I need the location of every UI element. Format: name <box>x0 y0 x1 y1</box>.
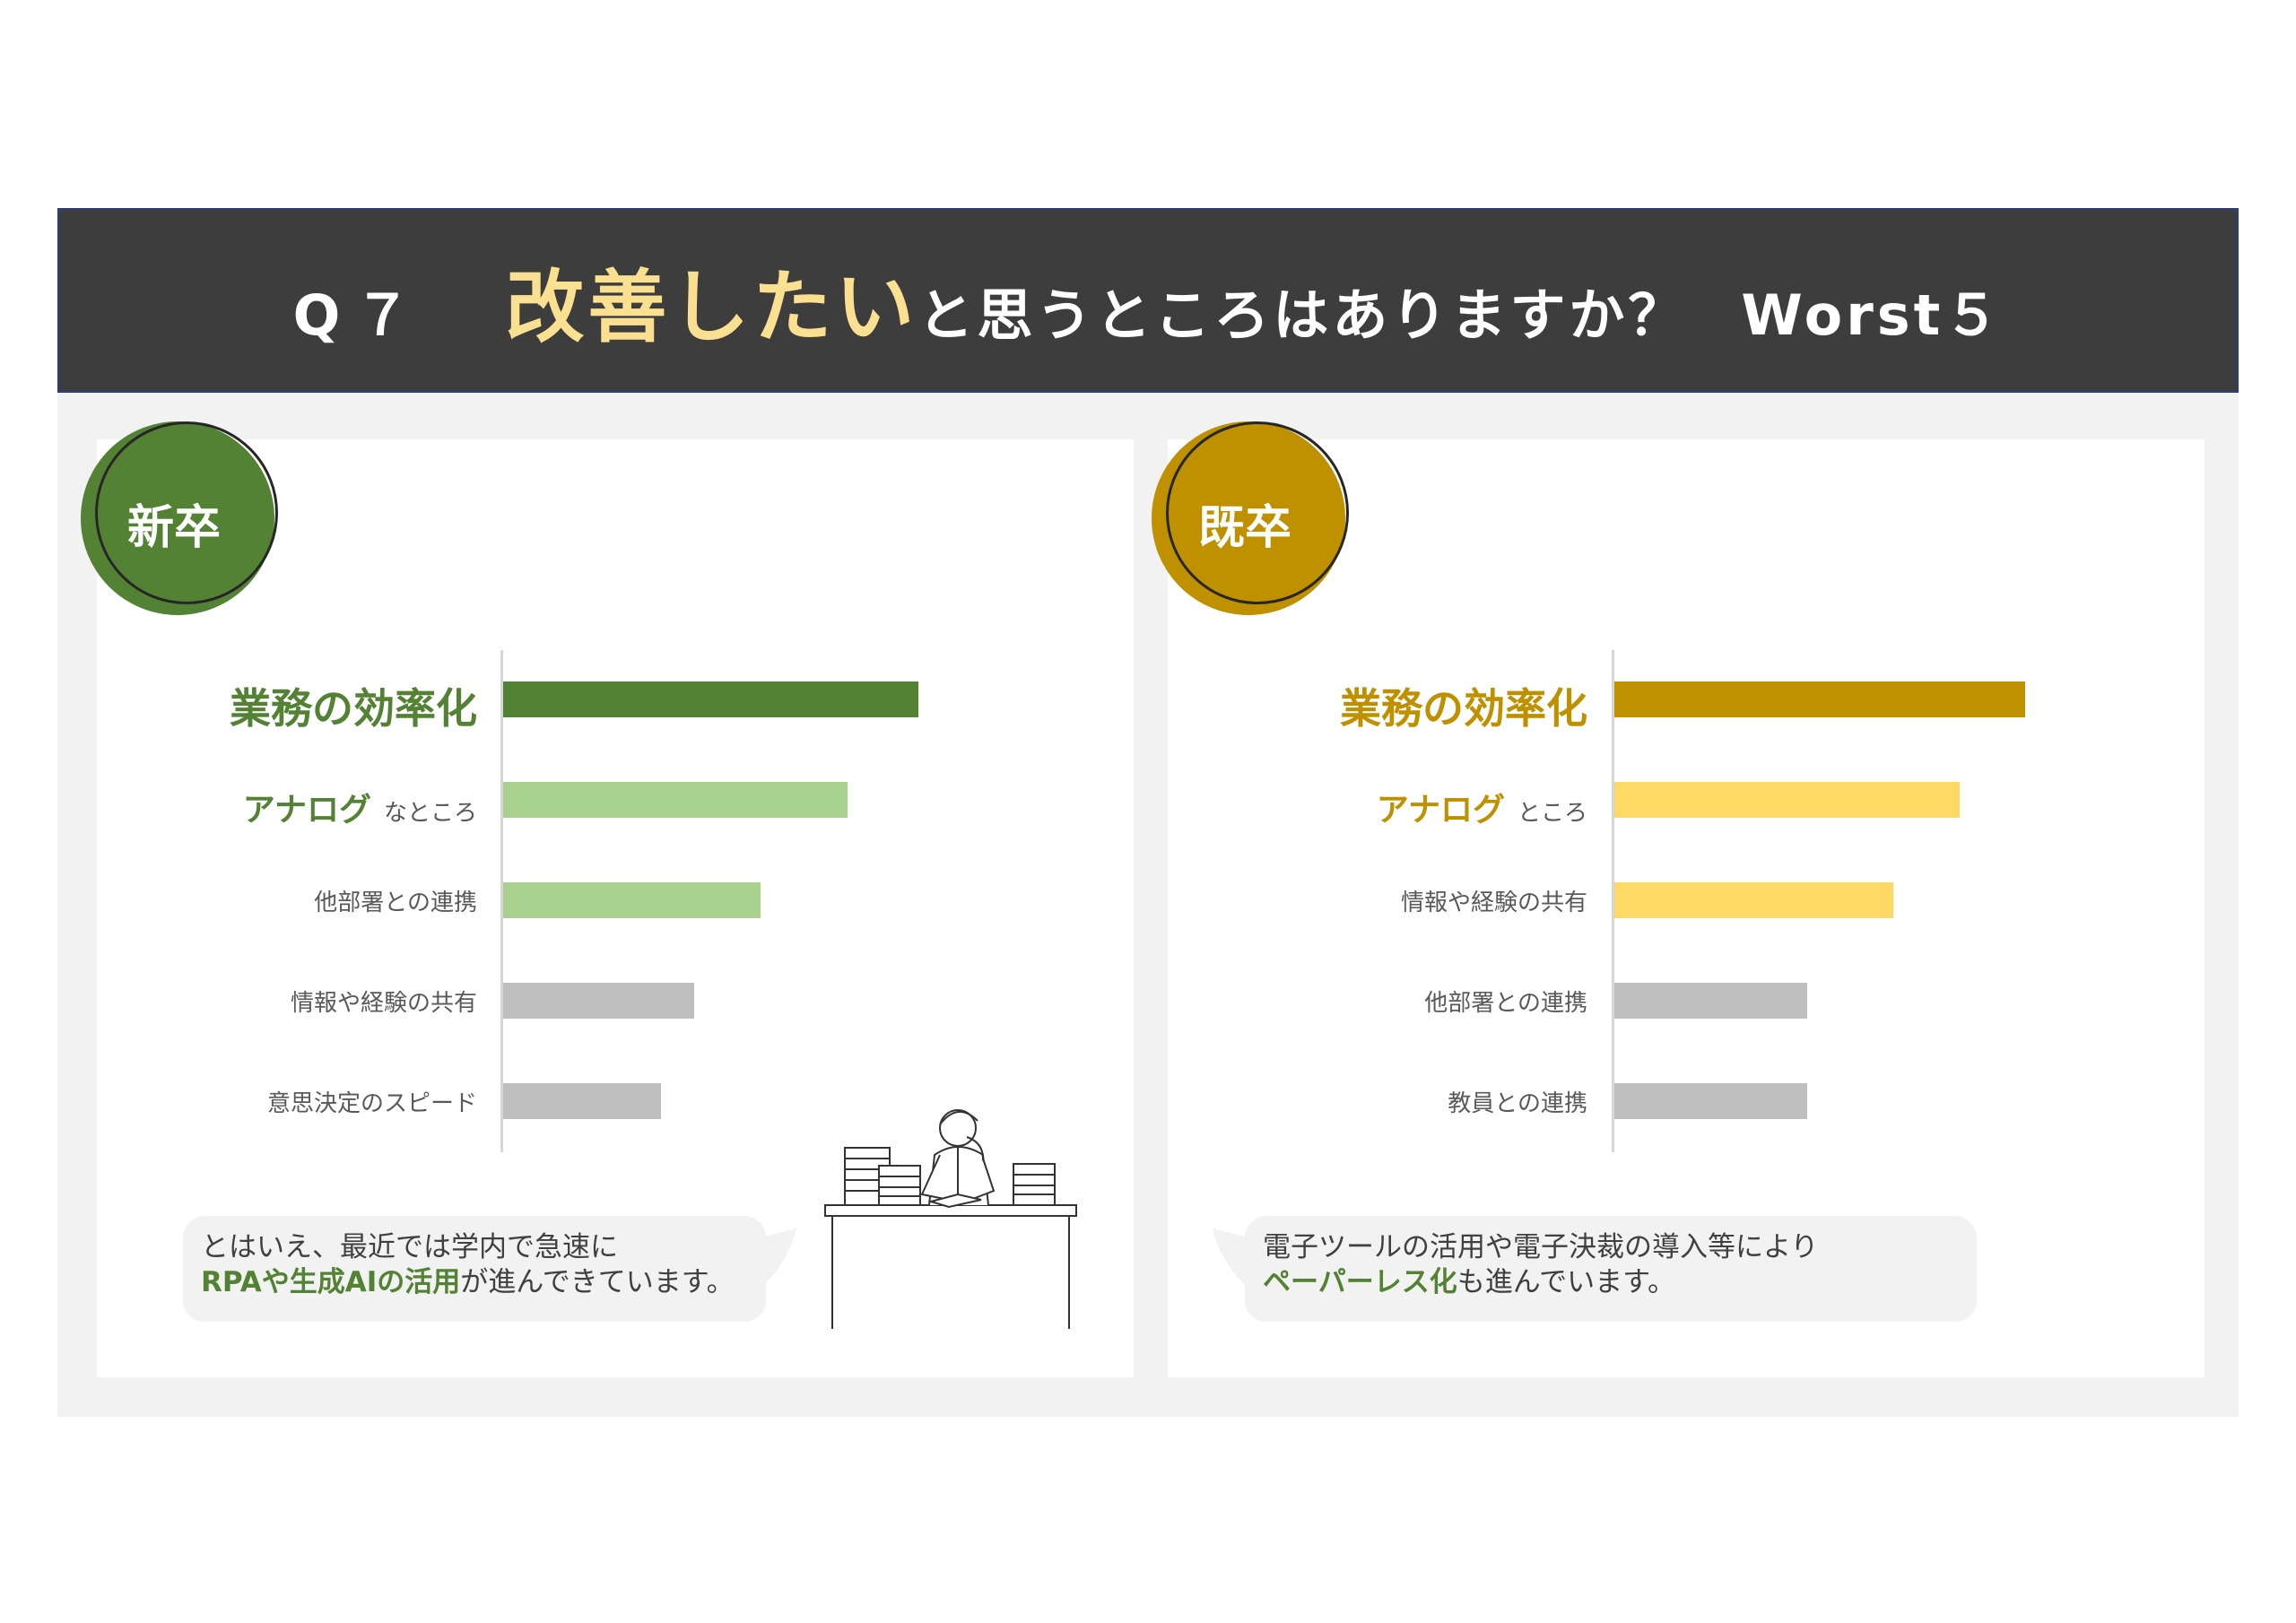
title-banner: Q７ 改善したいと思うところはありますか？ Worst５ <box>57 208 2239 393</box>
category-label-3: 情報や経験の共有 <box>1400 890 1587 916</box>
title-rest: と思うところはありますか？ <box>918 282 1688 348</box>
category-label-2: アナログ なところ <box>243 784 477 830</box>
category-label-5: 意思決定のスピード <box>266 1090 477 1117</box>
chart-axis-experienced <box>1612 650 1614 1152</box>
category-label-4: 他部署との連携 <box>1424 990 1587 1017</box>
category-label-2: アナログ ところ <box>1377 784 1587 830</box>
category-label-3: 他部署との連携 <box>314 890 477 916</box>
bar-3 <box>503 882 761 918</box>
comment-rest: が進んできています。 <box>460 1266 735 1298</box>
bar-3 <box>1614 882 1893 918</box>
comment-bubble-experienced: 電子ツールの活用や電子決裁の導入等により ペーパーレス化も進んでいます。 <box>1245 1216 1977 1322</box>
badge-experienced-ring <box>1166 421 1349 604</box>
chart-axis-new-graduates <box>500 650 503 1152</box>
comment-line-2: ペーパーレス化も進んでいます。 <box>1263 1265 1959 1300</box>
worst-label: Worst５ <box>1741 282 2004 348</box>
comment-highlight: RPAや生成AIの活用 <box>201 1266 461 1298</box>
worried-worker-illustration <box>824 1109 1077 1329</box>
comment-line-2: RPAや生成AIの活用が進んできています。 <box>201 1265 748 1300</box>
title-highlight: 改善したい <box>505 260 918 353</box>
bar-2 <box>503 782 848 818</box>
category-label-suffix: なところ <box>383 800 477 827</box>
bar-5 <box>1614 1083 1807 1119</box>
question-number: Q７ <box>292 282 425 348</box>
comment-line-1: とはいえ、最近では学内で急速に <box>201 1231 618 1263</box>
category-label-emphasis: アナログ <box>1376 792 1505 829</box>
bar-1 <box>1614 681 2025 717</box>
comment-rest: も進んでいます。 <box>1457 1266 1676 1298</box>
category-label-suffix: ところ <box>1517 800 1587 827</box>
category-label-5: 教員との連携 <box>1448 1090 1587 1117</box>
bar-4 <box>1614 983 1807 1019</box>
bar-4 <box>503 983 694 1019</box>
bubble-tail-new-graduates <box>761 1228 796 1288</box>
comment-line-1: 電子ツールの活用や電子決裁の導入等により <box>1263 1231 1819 1263</box>
bar-2 <box>1614 782 1960 818</box>
bubble-tail-experienced <box>1213 1228 1248 1288</box>
page-title: Q７ 改善したいと思うところはありますか？ Worst５ <box>293 244 2004 358</box>
category-label-1: 業務の効率化 <box>230 684 477 733</box>
badge-new-graduates-ring <box>95 421 278 604</box>
category-label-4: 情報や経験の共有 <box>290 990 477 1017</box>
category-label-1: 業務の効率化 <box>1340 684 1587 733</box>
bar-1 <box>503 681 918 717</box>
bar-5 <box>503 1083 661 1119</box>
badge-new-graduates-label: 新卒 <box>126 501 221 555</box>
comment-bubble-new-graduates: とはいえ、最近では学内で急速に RPAや生成AIの活用が進んできています。 <box>183 1216 766 1322</box>
category-label-emphasis: アナログ <box>242 792 371 829</box>
badge-experienced-label: 既卒 <box>1197 501 1292 555</box>
comment-highlight: ペーパーレス化 <box>1263 1266 1457 1298</box>
